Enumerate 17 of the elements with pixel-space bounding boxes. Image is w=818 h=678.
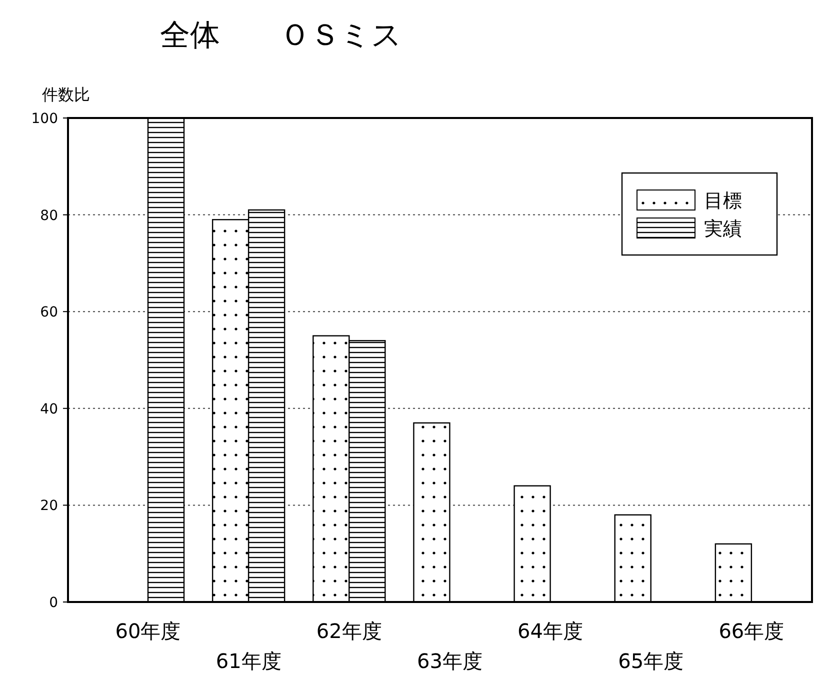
y-axis-title: 件数比 [42,85,90,104]
legend-label: 実績 [704,218,742,240]
x-tick-label: 61年度 [216,649,282,673]
x-tick-label: 62年度 [316,619,382,643]
y-tick-label: 20 [40,498,58,514]
x-tick-label: 63年度 [416,649,482,673]
y-tick-label: 100 [31,111,58,127]
x-tick-label: 60年度 [115,619,181,643]
x-tick-label: 64年度 [518,619,584,643]
legend-label: 目標 [704,190,742,212]
y-tick-label: 80 [40,208,58,224]
y-tick-label: 60 [40,304,58,321]
x-tick-label: 66年度 [718,619,784,643]
chart-title: 全体 ＯＳミス [160,18,402,53]
y-tick-label: 0 [49,595,58,611]
y-tick-label: 40 [40,401,58,418]
x-tick-label: 65年度 [618,649,684,673]
